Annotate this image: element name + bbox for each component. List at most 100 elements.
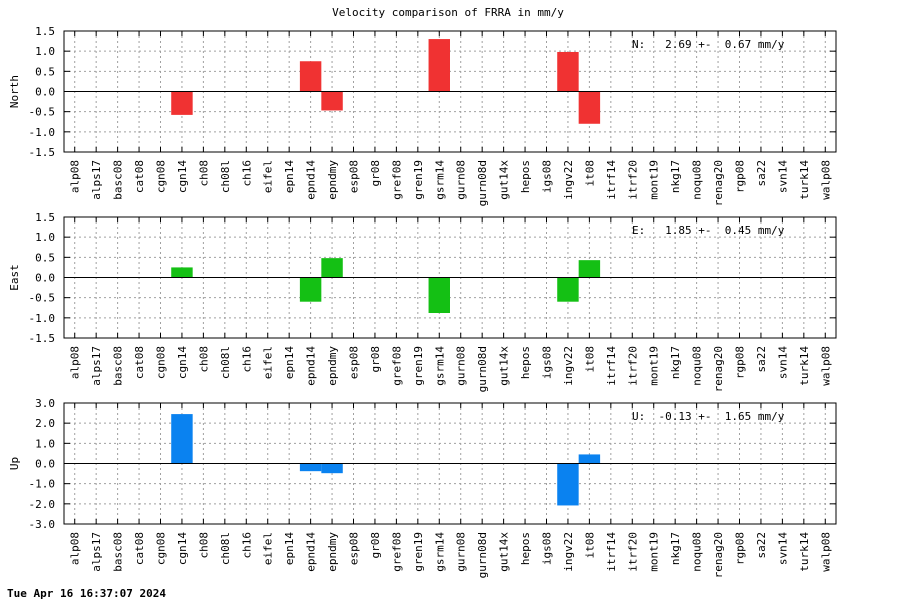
north-bar-gsrm14: [428, 39, 450, 92]
up-xtick-label: epn14: [283, 532, 296, 565]
east-xtick-label: epndmy: [326, 346, 339, 386]
north-xtick-label: ch08l: [219, 160, 232, 193]
north-xtick-label: gsrm14: [433, 160, 446, 200]
east-ytick-label: 1.0: [35, 231, 55, 244]
up-xtick-label: rgp08: [734, 532, 747, 565]
up-xtick-label: cat08: [133, 532, 146, 565]
east-xtick-label: itrf20: [626, 346, 639, 386]
east-ytick-label: 0.0: [35, 272, 55, 285]
east-xtick-label: svn14: [776, 346, 789, 379]
east-xtick-label: gurn08: [455, 346, 468, 386]
east-xtick-label: noqu08: [691, 346, 704, 386]
up-xtick-label: ingv22: [562, 532, 575, 572]
east-xtick-label: rgp08: [734, 346, 747, 379]
up-xtick-label: mont19: [648, 532, 661, 572]
east-xtick-label: igs08: [541, 346, 554, 379]
up-xtick-label: sa22: [755, 532, 768, 559]
east-xtick-label: mont19: [648, 346, 661, 386]
east-ytick-label: -1.0: [29, 312, 56, 325]
north-bar-epnd14: [299, 61, 322, 92]
north-xtick-label: gut14x: [498, 160, 511, 200]
up-xtick-label: gsrm14: [433, 532, 446, 572]
east-bar-ingv22: [557, 277, 579, 302]
up-xtick-label: ch08l: [219, 532, 232, 565]
north-xtick-label: epndmy: [326, 160, 339, 200]
north-xtick-label: alps17: [90, 160, 103, 200]
up-stats-label: U: -0.13 +- 1.65 mm/y: [632, 410, 785, 423]
north-xtick-label: alp08: [69, 160, 82, 193]
east-bar-epndmy: [321, 258, 343, 278]
east-xtick-label: hepos: [519, 346, 532, 379]
east-stats-label: E: 1.85 +- 0.45 mm/y: [632, 224, 785, 237]
east-xtick-label: walp08: [819, 346, 832, 386]
north-ytick-label: -1.0: [29, 126, 56, 139]
north-xtick-label: noqu08: [691, 160, 704, 200]
up-xtick-label: itrf14: [605, 532, 618, 572]
north-ytick-label: 1.5: [35, 25, 55, 38]
east-xtick-label: esp08: [348, 346, 361, 379]
up-ytick-label: -2.0: [29, 498, 56, 511]
east-xtick-label: nkg17: [669, 346, 682, 379]
up-xtick-label: gren19: [412, 532, 425, 572]
east-bar-gsrm14: [428, 277, 450, 313]
east-bar-cgn14: [171, 267, 193, 278]
north-ytick-label: 0.0: [35, 86, 55, 99]
east-xtick-label: epnd14: [305, 346, 318, 386]
up-xtick-label: gut14x: [498, 532, 511, 572]
east-xtick-label: gr08: [369, 346, 382, 373]
up-xtick-label: igs08: [541, 532, 554, 565]
north-bar-it08: [578, 91, 601, 124]
north-xtick-label: igs08: [541, 160, 554, 193]
up-ytick-label: -1.0: [29, 478, 56, 491]
up-xtick-label: alp08: [69, 532, 82, 565]
east-xtick-label: it08: [583, 346, 596, 373]
up-xtick-label: walp08: [819, 532, 832, 572]
east-xtick-label: cgn14: [176, 346, 189, 379]
north-xtick-label: eifel: [262, 160, 275, 193]
north-stats-label: N: 2.69 +- 0.67 mm/y: [632, 38, 785, 51]
north-xtick-label: gr08: [369, 160, 382, 187]
up-xtick-label: noqu08: [691, 532, 704, 572]
up-xtick-label: nkg17: [669, 532, 682, 565]
north-xtick-label: ch16: [240, 160, 253, 187]
up-bar-epnd14: [299, 463, 322, 472]
north-xtick-label: basc08: [112, 160, 125, 200]
up-xtick-label: alps17: [90, 532, 103, 572]
east-ytick-label: 1.5: [35, 211, 55, 224]
up-axis-label: Up: [8, 457, 21, 470]
north-xtick-label: it08: [583, 160, 596, 187]
east-xtick-label: cat08: [133, 346, 146, 379]
up-ytick-label: -3.0: [29, 518, 56, 531]
north-ytick-label: -0.5: [29, 106, 56, 119]
north-xtick-label: ingv22: [562, 160, 575, 200]
east-xtick-label: cgn08: [155, 346, 168, 379]
east-xtick-label: itrf14: [605, 346, 618, 386]
up-bar-epndmy: [321, 463, 343, 474]
east-xtick-label: sa22: [755, 346, 768, 373]
east-xtick-label: ch16: [240, 346, 253, 373]
north-xtick-label: cgn14: [176, 160, 189, 193]
up-xtick-label: epndmy: [326, 532, 339, 572]
east-xtick-label: ch08l: [219, 346, 232, 379]
up-ytick-label: 1.0: [35, 437, 55, 450]
east-xtick-label: gsrm14: [433, 346, 446, 386]
north-xtick-label: turk14: [798, 160, 811, 200]
east-xtick-label: turk14: [798, 346, 811, 386]
up-xtick-label: basc08: [112, 532, 125, 572]
east-xtick-label: gut14x: [498, 346, 511, 386]
north-xtick-label: gurn08d: [476, 160, 489, 206]
east-xtick-label: basc08: [112, 346, 125, 386]
north-xtick-label: svn14: [776, 160, 789, 193]
north-bar-ingv22: [557, 51, 579, 92]
up-xtick-label: gref08: [390, 532, 403, 572]
east-ytick-label: -1.5: [29, 332, 56, 345]
east-xtick-label: eifel: [262, 346, 275, 379]
east-xtick-label: gren19: [412, 346, 425, 386]
north-xtick-label: itrf20: [626, 160, 639, 200]
north-ytick-label: 1.0: [35, 45, 55, 58]
up-ytick-label: 0.0: [35, 458, 55, 471]
up-xtick-label: ch16: [240, 532, 253, 559]
up-ytick-label: 3.0: [35, 397, 55, 410]
north-bar-epndmy: [321, 91, 343, 111]
timestamp-footer: Tue Apr 16 16:37:07 2024: [7, 587, 166, 600]
